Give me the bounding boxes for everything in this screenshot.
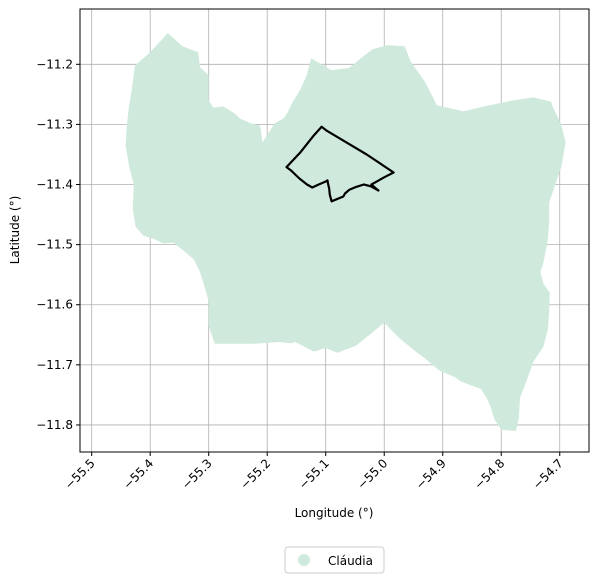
x-tick-label: −55.3	[179, 456, 215, 492]
y-axis-label: Latitude (°)	[8, 196, 22, 265]
x-tick-label: −54.9	[413, 456, 449, 492]
boundary-line	[285, 125, 395, 203]
legend: Cláudia	[284, 546, 385, 574]
y-tick-label: −11.7	[36, 358, 73, 372]
plot-frame	[79, 8, 590, 453]
y-tick-label: −11.8	[36, 418, 73, 432]
y-tick-label: −11.6	[36, 298, 73, 312]
x-tick-label: −54.7	[530, 456, 566, 492]
legend-box	[284, 546, 385, 574]
region-polygon	[125, 33, 566, 431]
x-tick-label: −55.1	[296, 456, 332, 492]
y-tick-label: −11.3	[36, 117, 73, 131]
x-axis-label: Longitude (°)	[295, 506, 374, 520]
y-tick-label: −11.2	[36, 57, 73, 71]
legend-marker	[298, 554, 310, 566]
x-tick-label: −55.5	[62, 456, 98, 492]
legend-label: Cláudia	[328, 554, 373, 568]
x-tick-label: −54.8	[471, 456, 507, 492]
x-tick-label: −55.2	[237, 456, 273, 492]
x-tick-label: −55.4	[120, 456, 156, 492]
x-tick-label: −55.0	[354, 456, 390, 492]
y-tick-label: −11.4	[36, 178, 73, 192]
data-layer	[125, 33, 566, 431]
y-tick-label: −11.5	[36, 238, 73, 252]
